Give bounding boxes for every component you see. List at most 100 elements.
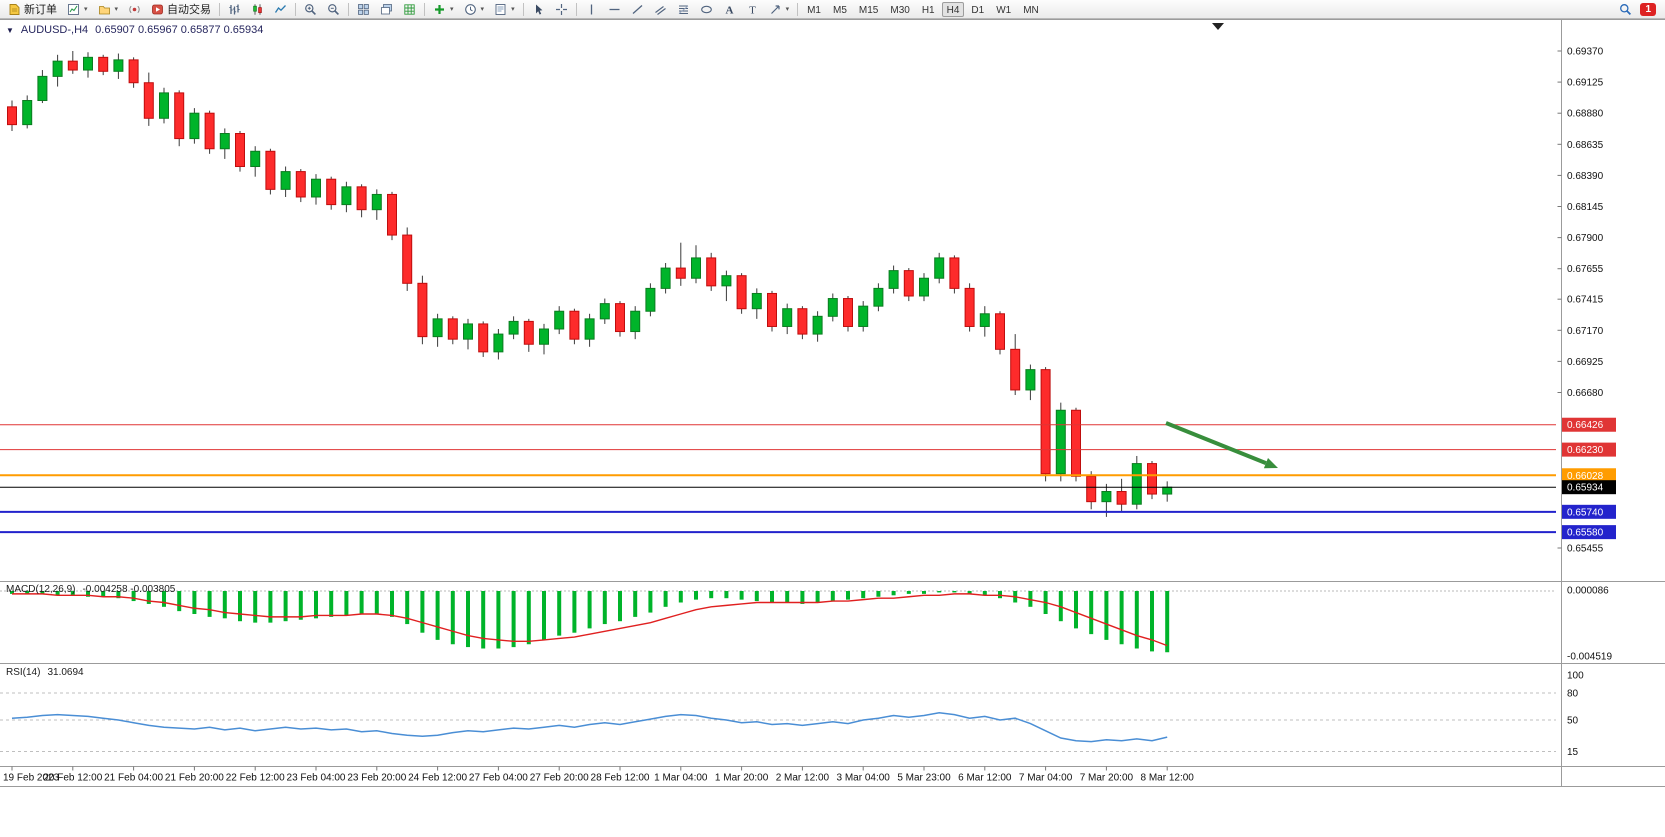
macd-signal-line <box>12 593 1168 647</box>
time-label: 27 Feb 04:00 <box>469 773 528 784</box>
tile-windows-icon <box>358 3 369 15</box>
text-button[interactable]: A <box>718 1 741 18</box>
price-line[interactable]: 0.66028 <box>0 468 1616 483</box>
price-tag-label: 0.66028 <box>1567 471 1604 482</box>
search-icon <box>1620 3 1632 15</box>
new-chart-button[interactable]: ▾ <box>62 1 93 18</box>
arrow-tool-icon <box>770 4 780 14</box>
chevron-down-icon: ▾ <box>480 6 485 13</box>
price-tag-label: 0.65740 <box>1567 507 1604 518</box>
timeframe-toolbar: M1 M5 M15 M30 H1 H4 D1 W1 MN <box>801 1 1045 17</box>
price-line[interactable]: 0.65934 <box>0 480 1616 495</box>
indicators-button[interactable]: ▾ <box>428 1 459 18</box>
new-order-button[interactable]: 新订单 <box>3 1 62 18</box>
label-button[interactable]: T <box>741 1 764 18</box>
grid-icon <box>404 3 415 15</box>
timeframe-button-m5[interactable]: M5 <box>833 4 847 16</box>
vertical-line-icon <box>590 4 592 14</box>
price-line[interactable]: 0.65740 <box>0 504 1616 519</box>
symbol-dropdown-icon[interactable]: ▼ <box>6 25 14 35</box>
zoom-out-icon <box>328 3 339 15</box>
toolbar-separator <box>522 2 524 16</box>
bar-chart-button[interactable] <box>223 1 246 18</box>
shapes-button[interactable] <box>695 1 718 18</box>
price-tag-label: 0.66426 <box>1567 420 1604 431</box>
time-label: 23 Feb 04:00 <box>287 773 346 784</box>
profiles-icon <box>98 5 110 14</box>
cursor-icon <box>535 4 542 15</box>
price-line[interactable]: 0.66230 <box>0 442 1616 457</box>
candlestick-chart-button[interactable] <box>246 1 269 18</box>
arrows-button[interactable]: ▾ <box>764 1 795 18</box>
price-line[interactable]: 0.65580 <box>0 525 1616 540</box>
chevron-down-icon: ▾ <box>450 6 454 13</box>
horizontal-line-button[interactable] <box>603 1 626 18</box>
price-tag <box>1562 468 1616 483</box>
toolbar-separator <box>797 2 799 16</box>
search-button[interactable] <box>1614 1 1637 18</box>
time-label: 27 Feb 20:00 <box>530 773 589 784</box>
timeframe-button-d1[interactable]: D1 <box>971 4 985 16</box>
timeframe-button-w1[interactable]: W1 <box>996 4 1012 16</box>
channel-button[interactable] <box>649 1 672 18</box>
macd-axis-label: 0.000086 <box>1567 585 1609 596</box>
price-tick-label: 0.68145 <box>1567 202 1604 213</box>
trendline-button[interactable] <box>626 1 649 18</box>
price-tick-label: 0.67655 <box>1567 264 1604 275</box>
add-indicator-icon <box>435 4 445 14</box>
line-chart-icon <box>274 4 287 13</box>
price-tag <box>1562 504 1616 519</box>
alerts-button[interactable] <box>123 1 146 18</box>
timeframe-button-h1[interactable]: H1 <box>921 4 935 16</box>
zoom-out-button[interactable] <box>322 1 345 18</box>
timeframe-button-mn[interactable]: MN <box>1023 4 1039 16</box>
autotrading-button[interactable]: 自动交易 <box>146 1 216 18</box>
time-label: 1 Mar 20:00 <box>715 773 769 784</box>
timeframe-button-m30[interactable]: M30 <box>890 4 910 16</box>
macd-axis-label: -0.004519 <box>1567 651 1612 662</box>
time-label: 5 Mar 23:00 <box>897 773 951 784</box>
line-chart-button[interactable] <box>269 1 292 18</box>
periods-button[interactable]: ▾ <box>459 1 490 18</box>
timeframe-button-m1[interactable]: M1 <box>807 4 821 16</box>
price-tag <box>1562 417 1616 432</box>
zoom-in-button[interactable] <box>299 1 322 18</box>
fibonacci-button[interactable] <box>672 1 695 18</box>
price-tick-label: 0.68390 <box>1567 171 1604 182</box>
rsi-axis-label: 15 <box>1567 747 1579 758</box>
tile-windows-button[interactable] <box>352 1 375 18</box>
notification-badge[interactable]: 1 <box>1640 2 1656 16</box>
trendline-icon <box>632 4 643 14</box>
timeframe-button-m15[interactable]: M15 <box>858 4 879 16</box>
price-line[interactable]: 0.66426 <box>0 417 1616 432</box>
grid-toggle-button[interactable] <box>398 1 421 18</box>
time-label: 21 Feb 20:00 <box>165 773 224 784</box>
vertical-line-button[interactable] <box>580 1 603 18</box>
toolbar-separator <box>575 2 577 16</box>
trend-arrow[interactable] <box>1165 421 1278 469</box>
toolbar-separator <box>295 2 297 16</box>
rsi-pane: 100 80 50 15 <box>0 671 1584 758</box>
chevron-down-icon: ▾ <box>114 6 119 13</box>
macd-pane: 0.000086 -0.004519 <box>0 585 1612 662</box>
chart-shift-marker[interactable] <box>1212 23 1224 30</box>
time-label: 7 Mar 04:00 <box>1019 773 1073 784</box>
time-label: 24 Feb 12:00 <box>408 773 467 784</box>
price-tick-label: 0.68635 <box>1567 140 1604 151</box>
rsi-axis-label: 50 <box>1567 716 1579 727</box>
time-label: 1 Mar 04:00 <box>654 773 708 784</box>
cascade-windows-button[interactable] <box>375 1 398 18</box>
price-tag <box>1562 525 1616 540</box>
cursor-button[interactable] <box>527 1 550 18</box>
chart-canvas[interactable]: 0.69370 0.69125 0.68880 0.68635 0.68390 0.681… <box>0 19 1665 837</box>
templates-button[interactable]: ▾ <box>489 1 520 18</box>
price-tick-label: 0.66925 <box>1567 357 1604 368</box>
time-label: 2 Mar 12:00 <box>776 773 830 784</box>
timeframe-button-h4[interactable]: H4 <box>941 1 965 17</box>
text-icon: A <box>725 4 733 16</box>
price-tick-label: 0.69125 <box>1567 78 1604 89</box>
rsi-axis-label: 80 <box>1567 689 1579 700</box>
crosshair-button[interactable] <box>550 1 573 18</box>
toolbar-separator <box>348 2 350 16</box>
profiles-button[interactable]: ▾ <box>93 1 124 18</box>
